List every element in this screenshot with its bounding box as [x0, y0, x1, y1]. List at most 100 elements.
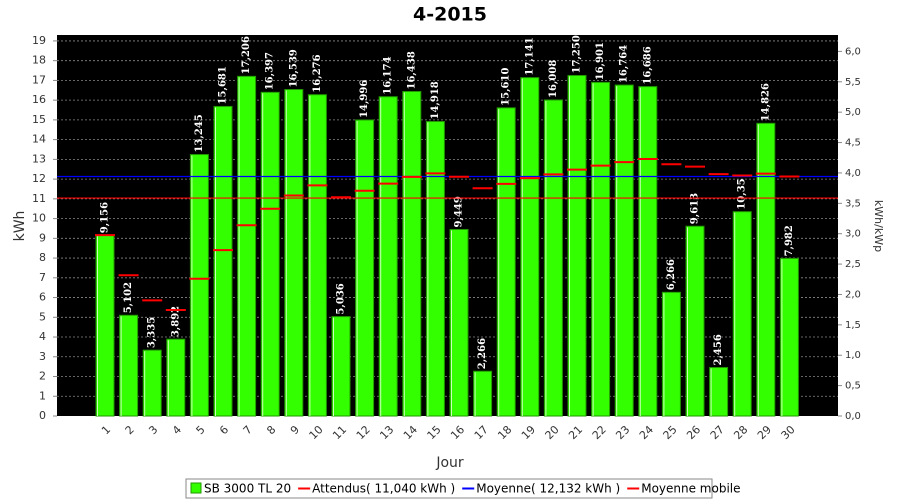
bar — [543, 99, 563, 417]
x-tick-label: 21 — [566, 423, 585, 442]
bar — [142, 349, 162, 417]
x-tick-label: 25 — [661, 423, 680, 442]
y-tick-label: 7 — [39, 271, 46, 284]
bar — [473, 370, 493, 417]
bar — [284, 89, 304, 417]
y2-tick-label: 2,5 — [845, 259, 861, 270]
y-tick-label: 17 — [32, 73, 46, 86]
x-tick-label: 20 — [543, 423, 562, 442]
x-tick-label: 10 — [307, 423, 326, 442]
value-label: 16,438 — [406, 51, 417, 89]
y2-tick-label: 3,0 — [845, 229, 861, 240]
y-axis-label: kWh — [12, 211, 28, 242]
value-label: 17,141 — [524, 37, 535, 75]
value-label: 16,539 — [288, 49, 299, 87]
value-label: 2,456 — [713, 334, 724, 365]
y-tick-label: 1 — [39, 389, 46, 402]
y-tick-label: 19 — [32, 34, 46, 47]
y2-tick-label: 1,5 — [845, 320, 861, 331]
bar — [709, 367, 729, 417]
y2-tick-label: 2,0 — [845, 289, 861, 300]
value-label: 9,156 — [100, 202, 111, 233]
x-tick-label: 24 — [637, 423, 656, 442]
y2-tick-label: 1,0 — [845, 350, 861, 361]
value-label: 14,826 — [760, 83, 771, 121]
bar — [425, 121, 445, 417]
x-tick-label: 28 — [731, 423, 750, 442]
value-label: 15,681 — [218, 66, 229, 104]
y-tick-label: 9 — [39, 231, 46, 244]
x-tick-label: 17 — [472, 423, 491, 442]
value-label: 10,35 — [737, 178, 748, 209]
x-tick-label: 9 — [288, 423, 302, 437]
bar — [213, 105, 233, 417]
x-tick-label: 19 — [519, 423, 538, 442]
bar — [567, 74, 587, 417]
x-tick-label: 30 — [779, 423, 798, 442]
y-tick-label: 5 — [39, 310, 46, 323]
x-tick-label: 2 — [123, 423, 137, 437]
x-tick-label: 8 — [264, 423, 278, 437]
x-tick-label: 29 — [755, 423, 774, 442]
value-label: 17,206 — [241, 36, 252, 74]
bar — [307, 94, 327, 417]
x-tick-label: 18 — [495, 423, 514, 442]
x-tick-label: 12 — [354, 423, 373, 442]
y-tick-label: 8 — [39, 251, 46, 264]
bar — [260, 91, 280, 417]
bar — [237, 75, 257, 417]
x-tick-label: 7 — [241, 423, 255, 437]
value-label: 7,982 — [784, 225, 795, 256]
value-label: 3,335 — [147, 317, 158, 348]
y-tick-label: 16 — [32, 93, 46, 106]
value-label: 16,276 — [312, 54, 323, 92]
legend-label: SB 3000 TL 20 — [204, 482, 291, 496]
y-tick-label: 6 — [39, 291, 46, 304]
value-label: 6,266 — [666, 259, 677, 290]
x-tick-label: 1 — [99, 423, 113, 437]
y-tick-label: 11 — [32, 192, 46, 205]
y2-tick-label: 5,0 — [845, 107, 861, 118]
value-label: 13,245 — [194, 114, 205, 152]
value-label: 16,764 — [619, 45, 630, 83]
plot-area — [57, 35, 838, 416]
bar — [95, 234, 115, 417]
legend-label: Moyenne( 12,132 kWh ) — [476, 482, 620, 496]
value-label: 5,036 — [336, 283, 347, 314]
value-label: 5,102 — [123, 282, 134, 313]
x-tick-label: 5 — [194, 423, 208, 437]
x-tick-label: 23 — [613, 423, 632, 442]
bar — [638, 86, 658, 417]
y-tick-label: 10 — [32, 212, 46, 225]
y2-tick-label: 0,0 — [845, 411, 861, 422]
y2-tick-label: 0,5 — [845, 381, 861, 392]
bar — [732, 211, 752, 417]
y2-tick-label: 4,5 — [845, 138, 861, 149]
x-tick-label: 14 — [401, 423, 420, 442]
bar — [449, 228, 469, 417]
x-tick-label: 6 — [217, 423, 231, 437]
legend-label: Moyenne mobile — [641, 482, 740, 496]
value-label: 16,397 — [265, 52, 276, 90]
x-tick-label: 4 — [170, 423, 184, 437]
value-label: 9,613 — [690, 193, 701, 224]
value-label: 14,918 — [430, 81, 441, 119]
bar — [189, 154, 209, 417]
y2-tick-label: 6,0 — [845, 46, 861, 57]
bar — [756, 122, 776, 417]
y-tick-label: 15 — [32, 113, 46, 126]
y-tick-label: 12 — [32, 172, 46, 185]
value-label: 16,901 — [595, 42, 606, 80]
x-tick-label: 13 — [377, 423, 396, 442]
bar — [779, 257, 799, 417]
value-label: 14,996 — [359, 80, 370, 118]
x-axis-label: Jour — [435, 455, 464, 471]
bar — [496, 107, 516, 417]
y2-tick-label: 5,5 — [845, 77, 861, 88]
legend-swatch — [190, 482, 202, 494]
y-tick-label: 3 — [39, 350, 46, 363]
bar — [614, 84, 634, 417]
value-label: 17,250 — [572, 35, 583, 73]
bar — [355, 119, 375, 417]
